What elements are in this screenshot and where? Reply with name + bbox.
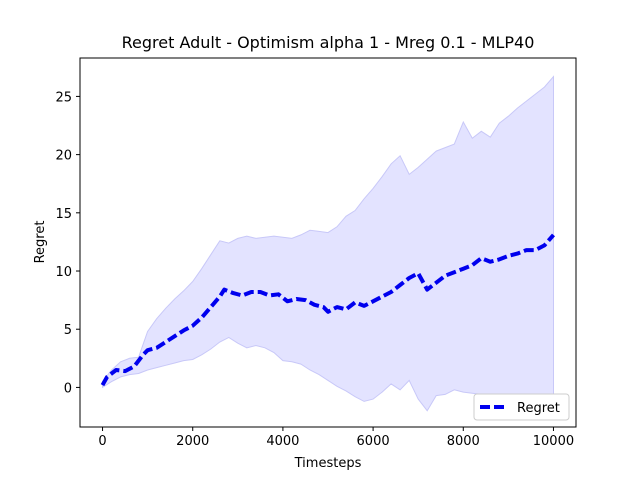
legend-box [473,393,570,421]
y-tick-label: 0 [64,381,72,396]
y-tick-label: 15 [55,207,72,222]
y-tick-label: 25 [55,90,72,105]
legend: Regret [473,393,570,421]
x-tick-label: 6000 [357,434,390,449]
plot-area [100,75,556,412]
chart-title: Regret Adult - Optimism alpha 1 - Mreg 0… [122,33,535,52]
x-tick-label: 8000 [447,434,480,449]
y-tick-label: 5 [64,323,72,338]
y-axis-label: Regret [33,221,48,264]
y-tick-label: 10 [55,265,72,280]
legend-label-regret: Regret [517,401,560,416]
axes-frame [79,57,577,428]
y-tick-label: 20 [55,149,72,164]
x-tick-label: 2000 [176,434,209,449]
x-tick-label: 0 [98,434,106,449]
x-axis-label: Timesteps [294,456,362,471]
x-tick-label: 4000 [266,434,299,449]
series-line-0 [100,233,556,387]
x-tick-label: 10000 [533,434,574,449]
x-axis-ticks: 0 2000 4000 6000 8000 10000 [98,427,574,449]
y-axis-ticks: 0 5 10 15 20 25 [55,90,80,396]
